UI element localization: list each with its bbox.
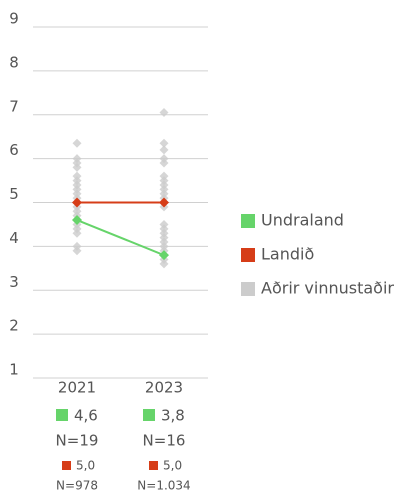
label-swatch — [149, 461, 158, 470]
value-label: 4,6 — [74, 407, 98, 425]
count-label: N=978 — [56, 479, 98, 493]
y-tick-label: 1 — [9, 361, 19, 379]
legend-swatch — [241, 214, 255, 228]
legend-label: Undraland — [261, 211, 344, 230]
other-point — [159, 145, 169, 155]
value-label: 3,8 — [161, 407, 185, 425]
y-tick-label: 7 — [9, 97, 19, 115]
legend-swatch — [241, 248, 255, 262]
legend-label: Aðrir vinnustaðir — [261, 279, 394, 298]
other-point — [72, 138, 82, 148]
other-point — [72, 171, 82, 181]
count-label: N=1.034 — [137, 479, 190, 493]
series-point — [72, 215, 82, 226]
other-point — [72, 241, 82, 251]
count-label: N=19 — [56, 432, 99, 450]
series-line — [76, 219, 165, 257]
label-swatch — [62, 461, 71, 470]
y-tick-label: 6 — [9, 141, 19, 159]
other-point — [159, 171, 169, 181]
other-point — [159, 154, 169, 164]
count-label: N=16 — [143, 432, 186, 450]
other-point — [159, 138, 169, 148]
legend-swatch — [241, 282, 255, 296]
label-swatch — [56, 409, 68, 421]
other-point — [72, 154, 82, 164]
x-tick-label: 2023 — [145, 379, 183, 397]
legend-label: Landið — [261, 245, 314, 264]
y-tick-label: 9 — [9, 10, 19, 28]
value-label: 5,0 — [163, 459, 182, 473]
y-tick-label: 2 — [9, 317, 19, 335]
x-tick-label: 2021 — [58, 379, 96, 397]
y-tick-label: 3 — [9, 273, 19, 291]
label-swatch — [143, 409, 155, 421]
other-point — [159, 108, 169, 118]
other-point — [159, 219, 169, 229]
y-tick-label: 5 — [9, 185, 19, 203]
series-point — [159, 250, 169, 261]
value-label: 5,0 — [76, 459, 95, 473]
y-tick-label: 4 — [9, 229, 19, 247]
y-tick-label: 8 — [9, 53, 19, 71]
series-point — [159, 197, 169, 208]
series-point — [72, 197, 82, 208]
